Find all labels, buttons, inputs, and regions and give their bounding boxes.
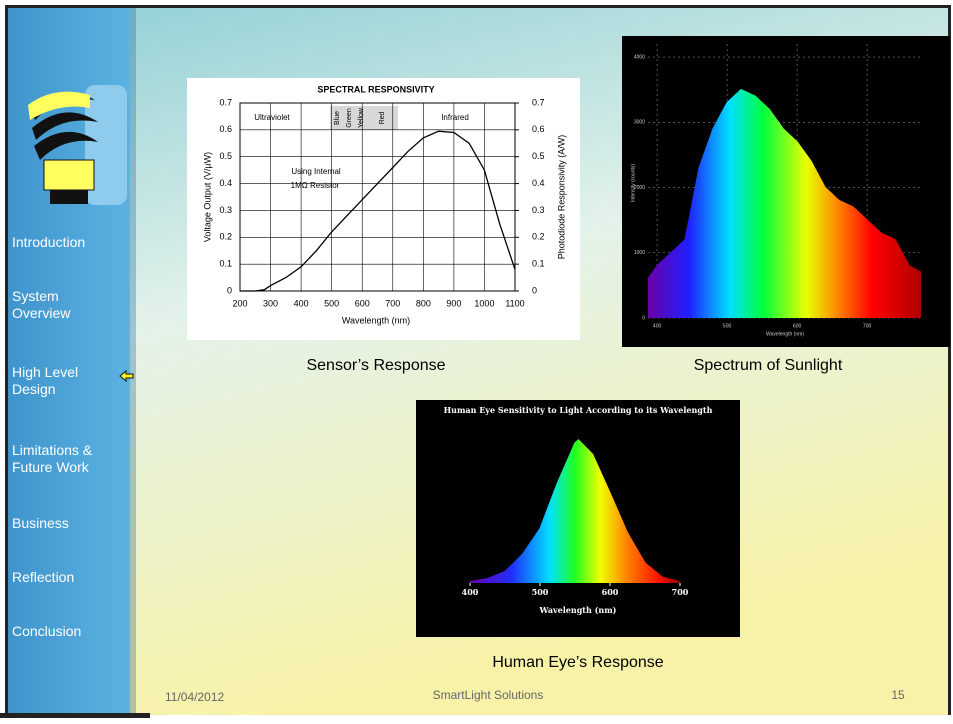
y2-axis-label: Photodiode Responsivity (A/W) (556, 135, 566, 260)
y-tick-label: 0 (227, 285, 232, 295)
frame-top (5, 5, 951, 8)
nav-item[interactable]: Conclusion (12, 623, 112, 640)
y-tick-label: 0.6 (219, 124, 232, 134)
y2-tick-label: 0.1 (532, 259, 545, 269)
x-tick-label: 300 (263, 298, 278, 308)
slide-canvas: Sensor’s Response Spectrum of Sunlight H… (0, 0, 953, 724)
annotation: Blue (334, 111, 341, 125)
nav-item[interactable]: System Overview (12, 288, 112, 322)
nav-item[interactable]: Reflection (12, 569, 112, 586)
nav-item[interactable]: Business (12, 515, 112, 532)
x-tick-label: 600 (793, 323, 802, 329)
annotation: Using Internal (291, 167, 341, 176)
y2-tick-label: 0.6 (532, 124, 545, 134)
y-axis-label: Voltage Output (V/µW) (202, 152, 212, 242)
y-tick-label: 0 (642, 315, 645, 321)
y2-tick-label: 0.5 (532, 151, 545, 161)
x-tick-label: 500 (324, 298, 339, 308)
y-tick-label: 0.7 (219, 97, 232, 107)
slide: Sensor’s Response Spectrum of Sunlight H… (0, 0, 953, 724)
caption: Human Eye’s Response (492, 654, 663, 671)
x-tick-label: 400 (294, 298, 309, 308)
x-tick-label: 1100 (505, 298, 524, 308)
sidebar-shadow (130, 8, 136, 715)
x-tick-label: 600 (602, 587, 619, 597)
x-tick-label: 700 (672, 587, 689, 597)
y-tick-label: 0.4 (219, 178, 232, 188)
annotation: Yellow (358, 107, 365, 128)
footer-page: 15 (891, 688, 905, 702)
annotation: Red (379, 111, 386, 124)
nav-item[interactable]: High Level Design (12, 364, 112, 398)
y2-tick-label: 0.7 (532, 97, 545, 107)
x-axis-label: Wavelength (nm) (539, 605, 617, 615)
x-axis-label: Wavelength (nm) (342, 315, 410, 325)
y-tick-label: 0.2 (219, 232, 232, 242)
nav-item[interactable]: Introduction (12, 234, 112, 251)
y-axis-label: Intensity (counts) (630, 164, 636, 202)
annotation: Ultraviolet (254, 113, 290, 122)
x-tick-label: 500 (532, 587, 549, 597)
y-tick-label: 0.5 (219, 151, 232, 161)
x-tick-label: 700 (863, 323, 872, 329)
caption: Spectrum of Sunlight (694, 357, 843, 374)
y-tick-label: 0.3 (219, 205, 232, 215)
annotation: 1MΩ Resistor (291, 181, 340, 190)
x-tick-label: 1000 (474, 298, 494, 308)
footer-company: SmartLight Solutions (433, 688, 544, 702)
x-tick-label: 200 (232, 298, 247, 308)
y2-tick-label: 0.4 (532, 178, 545, 188)
x-tick-label: 600 (355, 298, 370, 308)
x-tick-label: 500 (723, 323, 732, 329)
chart-title: Human Eye Sensitivity to Light According… (444, 405, 713, 415)
caption: Sensor’s Response (306, 357, 445, 374)
y2-tick-label: 0.2 (532, 232, 545, 242)
y-tick-label: 1000 (634, 250, 645, 256)
y-tick-label: 3000 (634, 120, 645, 126)
x-tick-label: 700 (385, 298, 400, 308)
footer-date: 11/04/2012 (165, 690, 224, 704)
x-axis-label: Wavelength (nm) (766, 331, 804, 337)
nav-item[interactable]: Limitations & Future Work (12, 442, 112, 476)
y2-tick-label: 0 (532, 285, 537, 295)
x-tick-label: 800 (416, 298, 431, 308)
y-tick-label: 4000 (634, 54, 645, 60)
x-tick-label: 400 (462, 587, 479, 597)
annotation: Infrared (441, 113, 469, 122)
y2-tick-label: 0.3 (532, 205, 545, 215)
x-tick-label: 400 (653, 323, 662, 329)
frame-left (5, 5, 8, 715)
x-tick-label: 900 (446, 298, 461, 308)
annotation: Green (346, 108, 353, 128)
frame-bottom (0, 713, 150, 718)
y-tick-label: 0.1 (219, 259, 232, 269)
chart-title: SPECTRAL RESPONSIVITY (317, 84, 434, 94)
